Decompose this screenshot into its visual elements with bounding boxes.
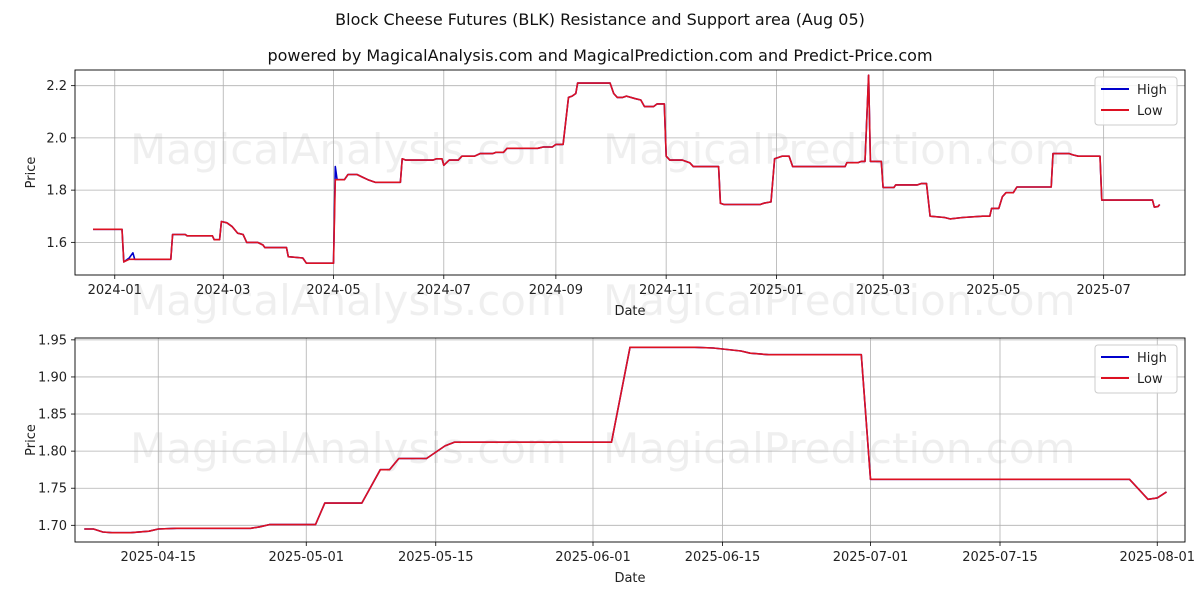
y-tick-label: 1.6 xyxy=(46,236,67,251)
y-tick-label: 1.75 xyxy=(38,482,67,497)
x-tick-label: 2024-11 xyxy=(639,283,693,298)
watermark: MagicalAnalysis.com xyxy=(130,276,567,325)
x-tick-label: 2025-05-15 xyxy=(398,550,474,565)
x-tick-label: 2024-05 xyxy=(306,283,360,298)
legend: High Low xyxy=(1094,344,1178,394)
x-tick-label: 2025-07-15 xyxy=(962,550,1038,565)
x-tick-label: 2025-05 xyxy=(966,283,1020,298)
watermark: MagicalPrediction.com xyxy=(603,424,1076,473)
x-tick-label: 2025-06-01 xyxy=(555,550,631,565)
x-tick-label: 2025-07 xyxy=(1076,283,1130,298)
y-tick-label: 1.8 xyxy=(46,184,67,199)
y-tick-label: 2.0 xyxy=(46,131,67,146)
figure-title: Block Cheese Futures (BLK) Resistance an… xyxy=(335,10,865,29)
legend-label-high: High xyxy=(1137,351,1167,366)
x-axis-label: Date xyxy=(614,571,645,586)
x-tick-label: 2024-01 xyxy=(88,283,142,298)
x-tick-label: 2025-07-01 xyxy=(833,550,909,565)
x-tick-label: 2025-08-01 xyxy=(1119,550,1195,565)
x-tick-label: 2025-01 xyxy=(749,283,803,298)
legend-label-high: High xyxy=(1137,83,1167,98)
x-axis-label: Date xyxy=(614,304,645,319)
figure-subtitle: powered by MagicalAnalysis.com and Magic… xyxy=(267,46,933,65)
y-axis-label: Price xyxy=(24,157,39,189)
y-tick-label: 1.85 xyxy=(38,408,67,423)
axes-frame xyxy=(74,69,1186,276)
watermark: MagicalPrediction.com xyxy=(603,276,1076,325)
chart-panel-2: 2025-04-15 2025-05-01 2025-05-15 2025-06-01… xyxy=(24,333,1195,586)
x-tick-label: 2024-07 xyxy=(417,283,471,298)
legend-label-low: Low xyxy=(1137,372,1163,387)
y-tick-label: 1.95 xyxy=(38,333,67,348)
series-line-low xyxy=(84,346,1167,534)
x-tick-label: 2025-06-15 xyxy=(685,550,761,565)
legend-label-low: Low xyxy=(1137,104,1163,119)
watermark: MagicalAnalysis.com xyxy=(130,125,567,174)
y-tick-label: 1.80 xyxy=(38,445,67,460)
x-tick-label: 2025-03 xyxy=(856,283,910,298)
y-tick-label: 1.90 xyxy=(38,370,67,385)
y-tick-label: 1.70 xyxy=(38,519,67,534)
series-line-low xyxy=(93,74,1161,264)
series-line-high xyxy=(84,346,1167,534)
series-line-high xyxy=(93,74,1161,264)
x-tick-label: 2025-05-01 xyxy=(268,550,344,565)
chart-panel-1: 2024-01 2024-03 2024-05 2024-07 2024-09 2024-… xyxy=(24,69,1186,319)
y-axis-label: Price xyxy=(24,424,39,456)
watermark: MagicalAnalysis.com xyxy=(130,424,567,473)
axes-frame xyxy=(74,337,1186,543)
x-tick-label: 2025-04-15 xyxy=(120,550,196,565)
x-tick-label: 2024-03 xyxy=(196,283,250,298)
x-tick-label: 2024-09 xyxy=(529,283,583,298)
y-tick-label: 2.2 xyxy=(46,79,67,94)
legend: High Low xyxy=(1094,76,1178,126)
